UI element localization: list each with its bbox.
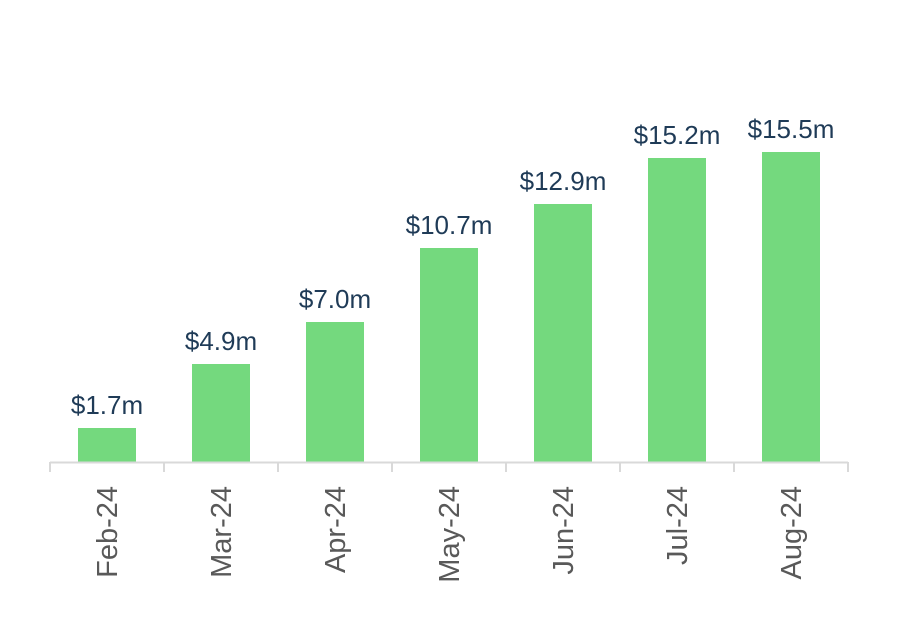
bar-may-24	[420, 248, 478, 462]
x-tick-label-jul-24: Jul-24	[662, 486, 694, 565]
bar-mar-24	[192, 364, 250, 462]
data-label-mar-24: $4.9m	[185, 326, 257, 356]
x-axis	[49, 461, 849, 472]
bar-jul-24	[648, 158, 706, 462]
data-label-apr-24: $7.0m	[299, 284, 371, 314]
data-label-aug-24: $15.5m	[748, 114, 835, 144]
data-label-jul-24: $15.2m	[634, 120, 721, 150]
data-label-jun-24: $12.9m	[520, 166, 607, 196]
x-tick-label-jun-24: Jun-24	[548, 486, 580, 575]
data-label-feb-24: $1.7m	[71, 390, 143, 420]
x-tick-label-feb-24: Feb-24	[92, 486, 124, 578]
x-tick-label-apr-24: Apr-24	[320, 486, 352, 573]
data-labels-group: $1.7m $4.9m $7.0m $10.7m $12.9m $15.2m $15.5m	[71, 114, 835, 420]
bar-feb-24	[78, 428, 136, 462]
x-tick-label-mar-24: Mar-24	[206, 486, 238, 578]
data-label-may-24: $10.7m	[406, 210, 493, 240]
x-tick-label-may-24: May-24	[434, 486, 466, 583]
bar-jun-24	[534, 204, 592, 462]
x-tick-labels-group: Feb-24 Mar-24 Apr-24 May-24 Jun-24 Jul-24 Aug-…	[92, 486, 808, 583]
bar-aug-24	[762, 152, 820, 462]
bar-apr-24	[306, 322, 364, 462]
x-tick-label-aug-24: Aug-24	[776, 486, 808, 580]
bars-group	[78, 152, 820, 462]
